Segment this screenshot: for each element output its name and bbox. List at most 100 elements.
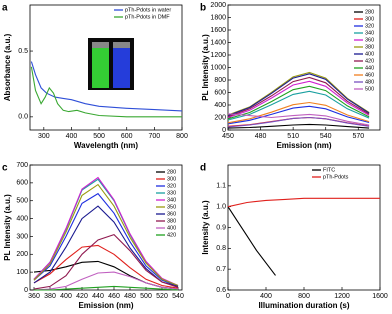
x-tick-label: 400 <box>260 293 272 300</box>
y-tick-label: 0 <box>222 127 226 134</box>
legend-label: 360 <box>365 37 374 43</box>
y-tick-label: 100 <box>16 269 28 276</box>
series-line <box>34 285 179 291</box>
x-tick-label: 570 <box>352 133 364 140</box>
x-axis-label: Emission (nm) <box>78 301 133 310</box>
legend-label: 340 <box>365 30 374 36</box>
legend-label: 420 <box>167 232 176 238</box>
series-line <box>227 76 370 118</box>
y-tick-label: 600 <box>214 89 226 96</box>
inset-photo <box>88 38 134 90</box>
legend-label: 320 <box>365 23 374 29</box>
legend-label: 350 <box>167 204 176 210</box>
y-tick-label: 1000 <box>210 64 226 71</box>
legend-label: 380 <box>365 44 374 50</box>
series-line <box>33 183 179 287</box>
legend-label: 400 <box>167 225 176 231</box>
y-tick-label: 1200 <box>210 52 226 59</box>
legend-label: pTh-Pdots in water <box>125 7 171 13</box>
y-tick-label: 2000 <box>210 2 226 9</box>
x-tick-label: 540 <box>320 133 332 140</box>
x-tick-label: 400 <box>66 133 78 140</box>
y-tick-label: 0.0 <box>18 114 28 121</box>
x-tick-label: 480 <box>124 293 136 300</box>
legend-label: 300 <box>167 176 176 182</box>
x-tick-label: 420 <box>76 293 88 300</box>
x-tick-label: 1200 <box>334 293 350 300</box>
y-tick-label: 0.5 <box>18 48 28 55</box>
legend-label: pTh-Pdots <box>323 174 349 180</box>
x-tick-label: 360 <box>28 293 40 300</box>
x-tick-label: 500 <box>93 133 105 140</box>
x-axis-label: Wavelength (nm) <box>74 141 138 150</box>
y-tick-label: 1800 <box>210 14 226 21</box>
legend-label: 320 <box>167 183 176 189</box>
x-tick-label: 1600 <box>372 293 388 300</box>
series-line <box>33 244 179 289</box>
y-tick-label: 0.6 <box>216 287 226 294</box>
y-tick-label: 1.1 <box>216 183 226 190</box>
series-line <box>30 66 182 118</box>
y-tick-label: 0.9 <box>216 224 226 231</box>
x-tick-label: 480 <box>255 133 267 140</box>
y-tick-label: 300 <box>16 233 28 240</box>
legend-label: 340 <box>167 197 176 203</box>
series-line <box>227 73 370 117</box>
x-tick-label: 800 <box>298 293 310 300</box>
x-tick-label: 510 <box>287 133 299 140</box>
plot-frame <box>29 164 183 291</box>
y-tick-label: 1600 <box>210 27 226 34</box>
series-line <box>33 176 179 287</box>
series-line <box>227 80 370 119</box>
panel-label: b <box>200 3 206 14</box>
panel-label: c <box>2 163 8 174</box>
plot-frame <box>227 4 381 131</box>
y-tick-label: 600 <box>16 180 28 187</box>
x-axis-label: Illumination duration (s) <box>258 301 349 310</box>
series-line <box>33 192 179 287</box>
y-axis-label: PL Intensity (a.u.) <box>3 194 12 261</box>
legend-label: 380 <box>167 218 176 224</box>
x-tick-label: 540 <box>172 293 184 300</box>
series-line <box>227 116 370 128</box>
y-tick-label: 1.0 <box>216 204 226 211</box>
x-tick-label: 300 <box>38 133 50 140</box>
series-line <box>30 61 183 112</box>
y-tick-label: 700 <box>16 162 28 169</box>
series-line <box>227 101 370 124</box>
y-tick-label: 800 <box>214 77 226 84</box>
y-tick-label: 400 <box>16 215 28 222</box>
y-tick-label: 200 <box>214 114 226 121</box>
legend-label: 480 <box>365 79 374 85</box>
x-tick-label: 500 <box>140 293 152 300</box>
series-line <box>227 90 370 121</box>
series-line <box>227 113 370 126</box>
y-axis-label: Intensity (a.u.) <box>201 200 210 255</box>
series-line <box>33 271 179 291</box>
x-tick-label: 700 <box>149 133 161 140</box>
legend-label: 420 <box>365 58 374 64</box>
y-tick-label: 0.7 <box>216 266 226 273</box>
legend-label: 460 <box>365 72 374 78</box>
y-tick-label: 0.8 <box>216 245 226 252</box>
legend-label: 280 <box>365 9 374 15</box>
series-line <box>33 205 179 287</box>
legend-label: 440 <box>365 65 374 71</box>
y-tick-label: 400 <box>214 102 226 109</box>
legend-label: 280 <box>167 169 176 175</box>
panel-label: d <box>200 163 206 174</box>
y-tick-label: 500 <box>16 198 28 205</box>
legend-label: FITC <box>323 167 335 173</box>
x-tick-label: 0 <box>226 293 230 300</box>
series-line <box>227 123 370 129</box>
legend-label: 300 <box>365 16 374 22</box>
x-tick-label: 600 <box>121 133 133 140</box>
plot-frame <box>227 164 381 291</box>
legend-label: 400 <box>365 51 374 57</box>
x-tick-label: 380 <box>44 293 56 300</box>
plot-frame <box>29 4 183 131</box>
y-tick-label: 200 <box>16 251 28 258</box>
x-tick-label: 520 <box>156 293 168 300</box>
legend-label: 330 <box>167 190 176 196</box>
